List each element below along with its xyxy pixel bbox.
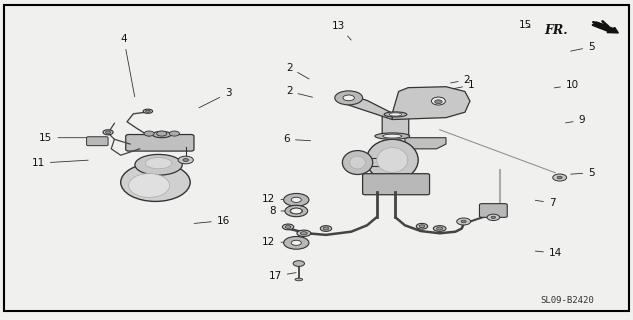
Text: 12: 12 [262,194,290,204]
Text: 15: 15 [518,20,532,29]
Text: SL09-B2420: SL09-B2420 [541,296,594,305]
Ellipse shape [367,139,418,181]
Circle shape [291,197,301,202]
Text: 3: 3 [199,88,232,108]
Ellipse shape [106,131,111,133]
Circle shape [291,240,301,245]
Ellipse shape [437,227,443,230]
Circle shape [170,131,179,136]
Circle shape [178,156,193,164]
Circle shape [461,220,466,223]
Ellipse shape [349,156,365,169]
Circle shape [553,174,567,181]
Ellipse shape [121,163,190,201]
FancyBboxPatch shape [87,137,108,146]
Ellipse shape [285,226,291,228]
Text: 17: 17 [268,271,296,281]
Text: 2: 2 [286,86,313,97]
Text: 13: 13 [332,21,351,40]
Ellipse shape [103,130,113,135]
Ellipse shape [375,133,410,139]
Text: 5: 5 [571,168,595,178]
Circle shape [183,159,189,161]
Text: 16: 16 [194,216,230,226]
Text: 11: 11 [32,158,88,168]
Text: 6: 6 [284,134,311,144]
Text: 7: 7 [536,198,556,208]
Ellipse shape [377,148,408,172]
Ellipse shape [301,232,308,235]
Ellipse shape [419,225,425,228]
FancyArrow shape [592,22,618,33]
Ellipse shape [128,173,170,197]
FancyBboxPatch shape [382,114,409,136]
Circle shape [487,214,499,220]
Circle shape [335,91,363,105]
Ellipse shape [153,131,172,138]
Ellipse shape [384,112,407,117]
Ellipse shape [417,223,428,229]
Ellipse shape [342,151,373,174]
Ellipse shape [383,134,402,138]
Text: 2: 2 [451,75,470,85]
Ellipse shape [146,110,150,112]
Circle shape [284,236,309,249]
Ellipse shape [389,113,402,116]
Ellipse shape [143,109,153,113]
Circle shape [491,216,496,219]
FancyBboxPatch shape [363,174,430,195]
Circle shape [293,261,304,267]
Ellipse shape [297,230,311,236]
FancyBboxPatch shape [479,204,507,217]
Circle shape [144,131,154,136]
Ellipse shape [432,97,446,105]
Ellipse shape [320,226,332,231]
Text: 12: 12 [262,237,290,247]
Text: 5: 5 [570,42,595,52]
Circle shape [285,205,308,217]
Circle shape [343,95,354,101]
Text: 1: 1 [453,80,475,90]
Text: 8: 8 [269,206,290,216]
Text: 9: 9 [565,115,586,125]
Text: 10: 10 [555,80,579,90]
Text: 2: 2 [286,63,309,79]
Ellipse shape [295,278,303,281]
Ellipse shape [282,224,294,230]
Polygon shape [340,95,392,120]
Circle shape [157,131,167,136]
Circle shape [291,208,302,214]
FancyBboxPatch shape [126,134,194,151]
Circle shape [284,194,309,206]
Ellipse shape [146,158,172,169]
Ellipse shape [323,227,329,230]
Text: 14: 14 [536,248,562,258]
Polygon shape [405,138,446,149]
Ellipse shape [290,208,303,214]
Circle shape [557,176,562,179]
Ellipse shape [287,207,306,215]
Ellipse shape [135,155,182,175]
Circle shape [457,218,470,225]
Polygon shape [392,87,470,120]
Circle shape [435,100,442,104]
Text: 4: 4 [120,34,135,97]
Text: 15: 15 [39,133,96,143]
Ellipse shape [434,226,446,231]
Text: FR.: FR. [544,23,568,36]
